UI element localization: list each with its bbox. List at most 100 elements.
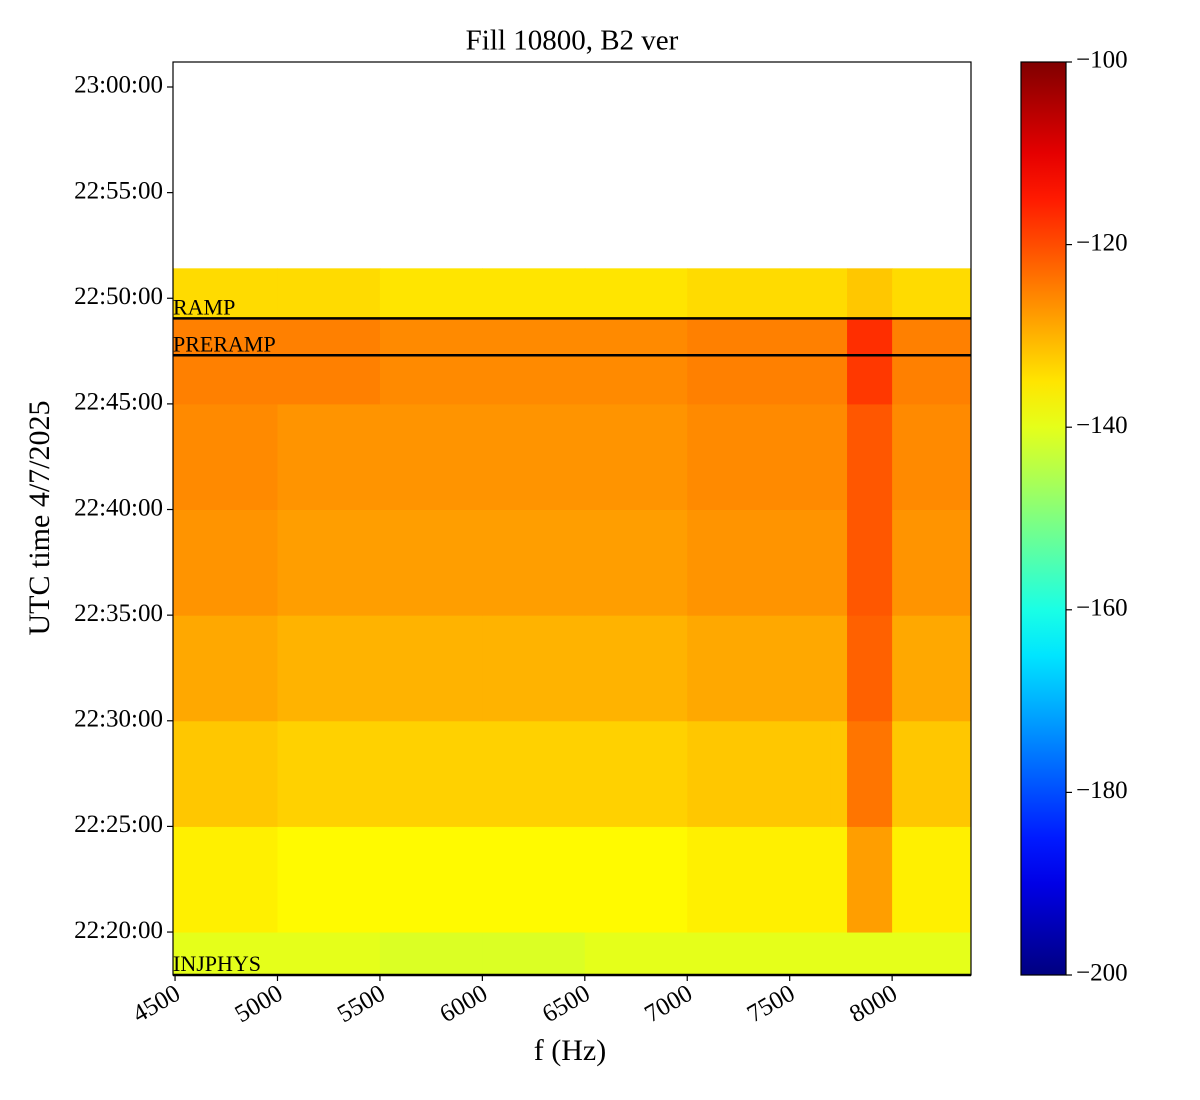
heatmap-cell <box>482 720 586 827</box>
heatmap-cell <box>892 355 972 405</box>
y-tick-label: 23:00:00 <box>74 72 163 99</box>
heatmap-cell <box>584 615 688 722</box>
heatmap-cell <box>830 932 848 976</box>
heatmap-cell <box>847 509 893 616</box>
heatmap-cell <box>482 509 586 616</box>
heatmap-cell <box>847 318 893 356</box>
heatmap-cell <box>277 720 381 827</box>
heatmap-cell <box>379 318 483 356</box>
heatmap-cell <box>789 509 832 616</box>
heatmap-cell <box>830 509 848 616</box>
x-tick-label: 5500 <box>333 980 390 1028</box>
heatmap-cell <box>379 720 483 827</box>
heatmap-cell <box>830 720 848 827</box>
x-tick-label: 8000 <box>845 980 902 1028</box>
heatmap-cell <box>173 615 278 722</box>
heatmap-cell <box>687 403 791 511</box>
x-tick-label: 7000 <box>640 980 697 1028</box>
y-tick-label: 22:20:00 <box>74 917 163 944</box>
y-tick-label: 22:55:00 <box>74 177 163 204</box>
heatmap-cell <box>830 355 848 405</box>
heatmap-cell <box>687 826 791 933</box>
heatmap-cell <box>173 932 278 976</box>
heatmap-cell <box>482 826 586 933</box>
heatmap <box>173 268 972 976</box>
marker-label: INJPHYS <box>173 951 261 976</box>
heatmap-cell <box>789 826 832 933</box>
x-tick-label: 4500 <box>128 980 185 1028</box>
heatmap-cell <box>830 318 848 356</box>
heatmap-cell <box>173 826 278 933</box>
heatmap-cell <box>379 615 483 722</box>
x-axis-label: f (Hz) <box>534 1034 606 1067</box>
heatmap-cell <box>584 509 688 616</box>
x-tick-label: 7500 <box>743 980 800 1028</box>
x-tick-label: 6000 <box>435 980 492 1028</box>
heatmap-cell <box>584 826 688 933</box>
heatmap-cell <box>789 403 832 511</box>
heatmap-cell <box>847 932 893 976</box>
heatmap-cell <box>173 355 278 405</box>
heatmap-cell <box>584 932 688 976</box>
colorbar <box>1020 61 1067 976</box>
heatmap-cell <box>789 355 832 405</box>
y-tick-label: 22:35:00 <box>74 600 163 627</box>
heatmap-cell <box>173 268 278 319</box>
heatmap-cell <box>482 355 586 405</box>
colorbar-tick-label: −200 <box>1076 960 1128 987</box>
colorbar-tick-label: −160 <box>1076 595 1128 622</box>
heatmap-cell <box>277 509 381 616</box>
y-tick-label: 22:25:00 <box>74 811 163 838</box>
heatmap-cell <box>892 826 972 933</box>
heatmap-cell <box>830 268 848 319</box>
heatmap-cell <box>379 403 483 511</box>
colorbar-tick-label: −180 <box>1076 777 1128 804</box>
heatmap-cell <box>789 318 832 356</box>
heatmap-cell <box>584 318 688 356</box>
heatmap-cell <box>687 509 791 616</box>
colorbar-tick-label: −140 <box>1076 412 1128 439</box>
heatmap-cell <box>830 403 848 511</box>
heatmap-cell <box>379 826 483 933</box>
heatmap-cell <box>277 318 381 356</box>
chart-title: Fill 10800, B2 ver <box>466 25 679 57</box>
x-tick-label: 6500 <box>538 980 595 1028</box>
heatmap-cell <box>482 268 586 319</box>
heatmap-cell <box>482 318 586 356</box>
x-tick-label: 5000 <box>231 980 288 1028</box>
y-axis-label: UTC time 4/7/2025 <box>23 401 56 636</box>
heatmap-cell <box>482 615 586 722</box>
marker-label: RAMP <box>173 294 235 319</box>
heatmap-cell <box>277 826 381 933</box>
heatmap-cell <box>847 403 893 511</box>
heatmap-cell <box>584 268 688 319</box>
heatmap-cell <box>173 720 278 827</box>
heatmap-cell <box>277 355 381 405</box>
heatmap-cell <box>847 826 893 933</box>
y-tick-label: 22:45:00 <box>74 389 163 416</box>
heatmap-cell <box>687 318 791 356</box>
colorbar-tick-label: −100 <box>1076 47 1128 74</box>
heatmap-cell <box>892 720 972 827</box>
heatmap-cell <box>173 403 278 511</box>
heatmap-cell <box>277 615 381 722</box>
heatmap-cell <box>482 403 586 511</box>
heatmap-cell <box>789 932 832 976</box>
heatmap-cell <box>789 268 832 319</box>
heatmap-cell <box>277 403 381 511</box>
heatmap-cell <box>379 268 483 319</box>
heatmap-cell <box>277 268 381 319</box>
heatmap-cell <box>173 509 278 616</box>
heatmap-cell <box>892 615 972 722</box>
heatmap-cell <box>277 932 381 976</box>
heatmap-cell <box>892 318 972 356</box>
heatmap-cell <box>687 720 791 827</box>
heatmap-cell <box>584 403 688 511</box>
heatmap-cell <box>847 355 893 405</box>
heatmap-cell <box>892 509 972 616</box>
heatmap-cell <box>789 615 832 722</box>
heatmap-cell <box>173 318 278 356</box>
heatmap-cell <box>584 720 688 827</box>
heatmap-cell <box>830 615 848 722</box>
heatmap-cell <box>847 268 893 319</box>
